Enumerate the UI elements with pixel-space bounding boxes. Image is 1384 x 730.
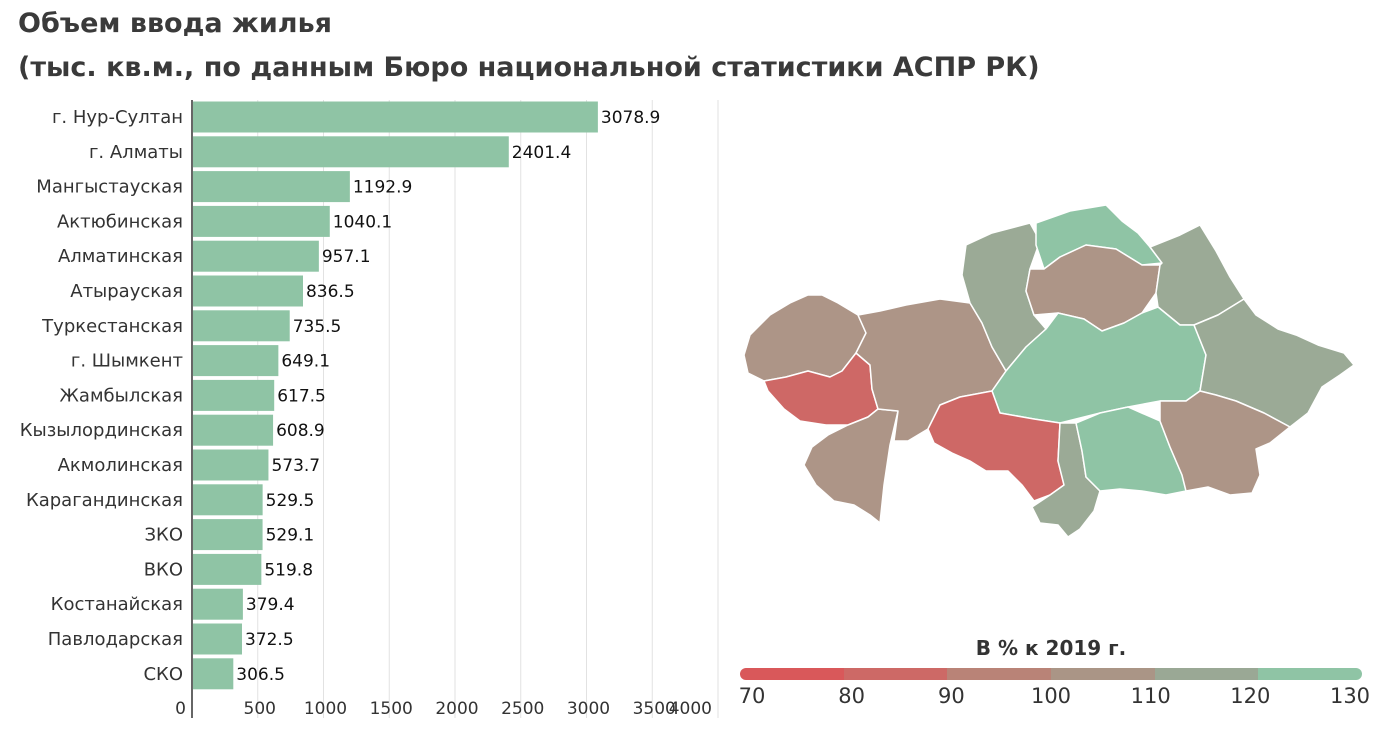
legend-tick-label: 80 — [838, 684, 866, 708]
category-label: Акмолинская — [58, 455, 183, 476]
x-tick-label: 0 — [175, 699, 186, 719]
category-label: Алматинская — [58, 246, 183, 267]
category-labels: г. Нур-Султан г. Алматы Мангыстауская Актюб… — [20, 107, 183, 685]
bar[interactable] — [193, 379, 275, 411]
bar[interactable] — [193, 588, 243, 620]
x-tick-label: 3500 — [633, 699, 676, 719]
category-label: Атырауская — [70, 281, 183, 302]
value-label: 3078.9 — [601, 108, 660, 128]
value-label: 372.5 — [245, 630, 294, 650]
bar[interactable] — [193, 240, 319, 272]
category-label: Карагандинская — [26, 490, 183, 511]
category-label: Павлодарская — [48, 629, 183, 650]
x-tick-label: 4000 — [669, 699, 712, 719]
x-tick-label: 1000 — [304, 699, 347, 719]
region-almaty-obl[interactable] — [1159, 390, 1291, 496]
bar[interactable] — [193, 658, 234, 690]
legend-tick-label: 120 — [1230, 684, 1271, 708]
legend-tick-label: 110 — [1130, 684, 1171, 708]
legend-tick-label: 100 — [1030, 684, 1072, 708]
x-tick-label: 500 — [244, 699, 276, 719]
legend-segment — [843, 668, 948, 680]
legend-title: В % к 2019 г. — [975, 636, 1127, 660]
bar[interactable] — [193, 449, 269, 481]
category-label: Костанайская — [51, 594, 183, 615]
category-label: Кызылординская — [20, 420, 183, 441]
value-label: 529.1 — [266, 526, 315, 546]
value-label: 529.5 — [266, 491, 315, 511]
value-label: 573.7 — [271, 456, 320, 476]
category-label: г. Нур-Султан — [52, 107, 183, 128]
category-label: Жамбылская — [60, 385, 183, 406]
category-label: Туркестанская — [41, 316, 183, 337]
legend-tick-label: 70 — [738, 684, 766, 708]
x-tick-label: 1500 — [370, 699, 413, 719]
value-label: 1040.1 — [333, 212, 392, 232]
value-label: 2401.4 — [512, 143, 571, 163]
x-tick-label: 2500 — [501, 699, 544, 719]
chart-subtitle: (тыс. кв.м., по данным Бюро национальной… — [18, 52, 1040, 83]
value-labels: 3078.9 2401.4 1192.9 1040.1 957.1 836.5 735.5 6… — [236, 108, 660, 685]
legend-tick-label: 130 — [1329, 684, 1371, 708]
bar[interactable] — [193, 310, 290, 342]
legend-tick-label: 90 — [937, 684, 965, 708]
region-zhambyl[interactable] — [1075, 406, 1187, 496]
bars — [193, 101, 598, 690]
legend-segment — [947, 668, 1052, 680]
bar[interactable] — [193, 171, 350, 203]
value-label: 836.5 — [306, 282, 355, 302]
legend-segment — [1258, 668, 1362, 680]
bar[interactable] — [193, 519, 263, 551]
value-label: 1192.9 — [353, 178, 412, 198]
category-label: г. Алматы — [89, 142, 183, 163]
x-tick-label: 2000 — [435, 699, 478, 719]
value-label: 957.1 — [322, 247, 371, 267]
bar[interactable] — [193, 275, 303, 307]
bar[interactable] — [193, 101, 598, 133]
category-label: ВКО — [144, 559, 183, 580]
category-label: СКО — [143, 664, 183, 685]
region-akmola[interactable] — [1025, 244, 1161, 332]
bar[interactable] — [193, 623, 242, 655]
legend-segment — [740, 668, 844, 680]
legend-segment — [1051, 668, 1155, 680]
value-label: 519.8 — [264, 560, 313, 580]
grid-lines — [257, 100, 719, 718]
category-label: г. Шымкент — [71, 351, 183, 372]
legend-ticks: 70 80 90 100 110 120 130 — [736, 684, 1370, 714]
chart-title: Объем ввода жилья — [18, 8, 332, 39]
value-label: 608.9 — [276, 421, 325, 441]
x-tick-label: 3000 — [567, 699, 610, 719]
category-label: Актюбинская — [57, 211, 183, 232]
bar-chart: г. Нур-Султан г. Алматы Мангыстауская Актюб… — [20, 100, 719, 719]
value-label: 379.4 — [246, 595, 295, 615]
bar[interactable] — [193, 553, 262, 585]
bar[interactable] — [193, 136, 509, 168]
value-label: 649.1 — [281, 352, 330, 372]
legend-segment — [1154, 668, 1259, 680]
value-label: 735.5 — [293, 317, 342, 337]
bar[interactable] — [193, 205, 330, 237]
map-legend: В % к 2019 г. 70 80 90 100 110 120 130 — [736, 636, 1370, 726]
bar[interactable] — [193, 484, 263, 516]
legend-color-scale — [740, 668, 1362, 680]
category-label: Мангыстауская — [36, 177, 183, 198]
category-label: ЗКО — [145, 525, 184, 546]
bar[interactable] — [193, 345, 279, 377]
bar[interactable] — [193, 414, 274, 446]
region-mangystau[interactable] — [803, 408, 899, 524]
value-label: 617.5 — [277, 386, 326, 406]
value-label: 306.5 — [236, 665, 285, 685]
kazakhstan-map — [743, 204, 1355, 538]
